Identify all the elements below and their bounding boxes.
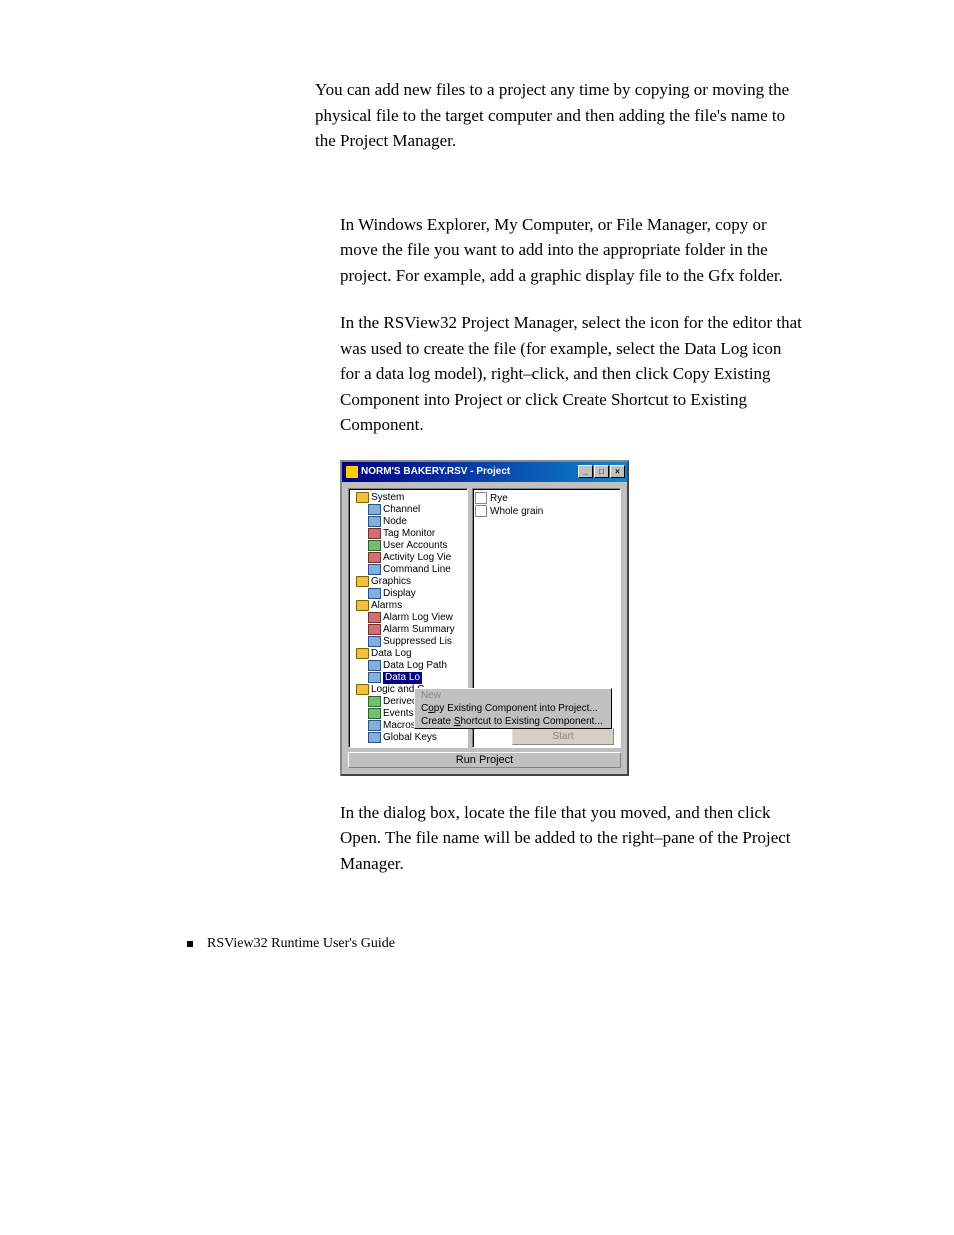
tree-item[interactable]: Node (351, 516, 465, 528)
item-icon (368, 732, 381, 743)
item2-icon (368, 624, 381, 635)
step-1: In Windows Explorer, My Computer, or Fil… (340, 212, 804, 289)
list-item[interactable]: Rye (475, 492, 618, 505)
list-item[interactable]: Whole grain (475, 505, 618, 518)
list-label: Rye (490, 492, 508, 505)
folder-icon (356, 576, 369, 587)
project-manager-window: NORM'S BAKERY.RSV - Project _ □ × System… (340, 460, 629, 776)
folder-icon (356, 492, 369, 503)
tree-item[interactable]: Alarm Summary (351, 624, 465, 636)
folder-icon (356, 684, 369, 695)
tree-item[interactable]: Display (351, 588, 465, 600)
tree-item[interactable]: Data Log (351, 648, 465, 660)
tree-label: Graphics (371, 576, 411, 588)
item3-icon (368, 540, 381, 551)
titlebar[interactable]: NORM'S BAKERY.RSV - Project _ □ × (342, 462, 627, 482)
footer-bullet (187, 941, 193, 947)
tree-label: Global Keys (383, 732, 437, 744)
app-icon (346, 466, 358, 478)
tree-label: Activity Log Vie (383, 552, 451, 564)
tree-item[interactable]: Graphics (351, 576, 465, 588)
item3-icon (368, 696, 381, 707)
item-icon (368, 672, 381, 683)
menu-copy-existing[interactable]: Copy Existing Component into Project... (415, 702, 611, 715)
page-footer: RSView32 Runtime User's Guide (180, 936, 804, 952)
run-project-button[interactable]: Run Project (348, 752, 621, 768)
footer-text: RSView32 Runtime User's Guide (207, 936, 395, 952)
start-button[interactable]: Start (512, 728, 614, 745)
tree-item[interactable]: Data Log Path (351, 660, 465, 672)
tree-label: Data Log (371, 648, 412, 660)
item2-icon (368, 552, 381, 563)
item2-icon (368, 528, 381, 539)
tree-label: Data Log Path (383, 660, 447, 672)
item-icon (368, 636, 381, 647)
tree-label: User Accounts (383, 540, 447, 552)
tree-item[interactable]: Tag Monitor (351, 528, 465, 540)
item3-icon (368, 708, 381, 719)
menu-create-shortcut[interactable]: Create Shortcut to Existing Component... (415, 715, 611, 728)
step-2: In the RSView32 Project Manager, select … (340, 310, 804, 438)
maximize-button[interactable]: □ (594, 465, 609, 478)
context-menu: New Copy Existing Component into Project… (414, 688, 612, 729)
folder-icon (356, 600, 369, 611)
tree-label: Node (383, 516, 407, 528)
item-icon (368, 720, 381, 731)
tree-item[interactable]: Activity Log Vie (351, 552, 465, 564)
tree-label: Channel (383, 504, 420, 516)
tree-label: Alarm Summary (383, 624, 455, 636)
tree-label: Command Line (383, 564, 451, 576)
item-icon (368, 564, 381, 575)
item-icon (368, 660, 381, 671)
minimize-button[interactable]: _ (578, 465, 593, 478)
tree-label: Display (383, 588, 416, 600)
tree-label: Derivec (383, 696, 417, 708)
item-icon (368, 588, 381, 599)
tree-label: Macros (383, 720, 416, 732)
tree-label: Events (383, 708, 414, 720)
close-button[interactable]: × (610, 465, 625, 478)
tree-item[interactable]: Command Line (351, 564, 465, 576)
tree-label: Tag Monitor (383, 528, 435, 540)
tree-item[interactable]: Alarms (351, 600, 465, 612)
tree-label: Alarms (371, 600, 402, 612)
item-icon (368, 504, 381, 515)
tree-label: Alarm Log View (383, 612, 453, 624)
document-icon (475, 505, 487, 517)
document-icon (475, 492, 487, 504)
tree-item[interactable]: Alarm Log View (351, 612, 465, 624)
menu-new[interactable]: New (415, 689, 611, 702)
tree-label: Suppressed Lis (383, 636, 452, 648)
tree-item[interactable]: Suppressed Lis (351, 636, 465, 648)
tree-item[interactable]: Channel (351, 504, 465, 516)
step-3: In the dialog box, locate the file that … (340, 800, 804, 877)
tree-label: System (371, 492, 404, 504)
tree-item[interactable]: User Accounts (351, 540, 465, 552)
item2-icon (368, 612, 381, 623)
window-title: NORM'S BAKERY.RSV - Project (361, 466, 577, 477)
tree-item[interactable]: Data Lo (351, 672, 465, 684)
tree-label: Data Lo (383, 672, 422, 684)
intro-paragraph: You can add new files to a project any t… (315, 77, 804, 154)
tree-item[interactable]: Global Keys (351, 732, 465, 744)
tree-item[interactable]: System (351, 492, 465, 504)
item-icon (368, 516, 381, 527)
list-label: Whole grain (490, 505, 543, 518)
folder-icon (356, 648, 369, 659)
